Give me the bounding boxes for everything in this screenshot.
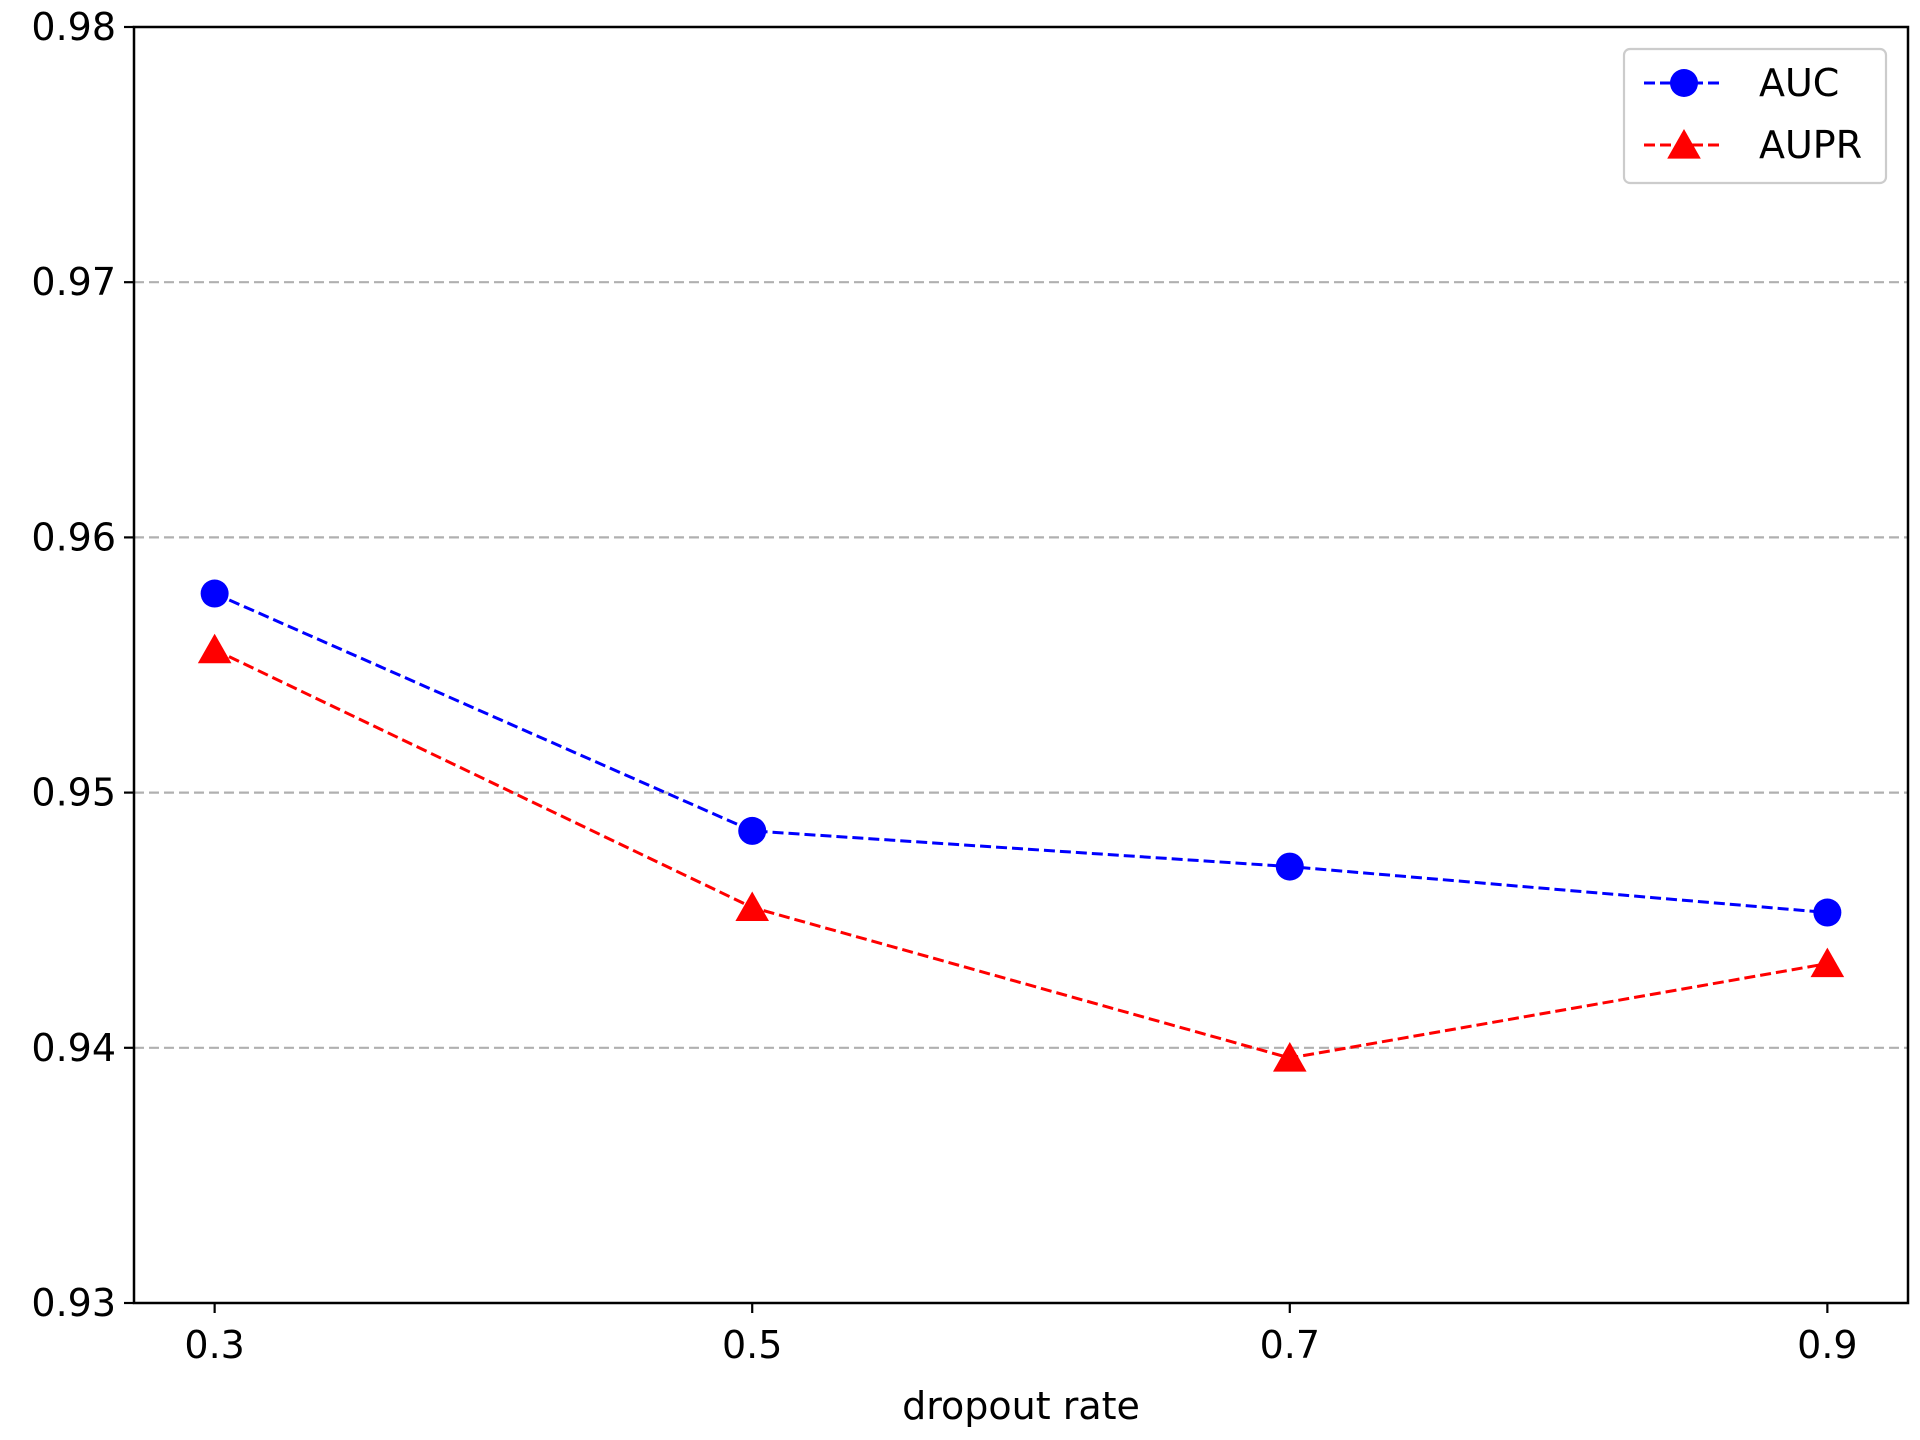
y-tick-label: 0.97 (31, 260, 116, 304)
legend-label-auc: AUC (1759, 61, 1839, 105)
data-point-auc (738, 816, 767, 845)
data-point-aupr (1810, 947, 1845, 978)
series-layer (197, 579, 1845, 1072)
legend-marker-aupr (1667, 129, 1701, 159)
legend: AUC AUPR (1622, 47, 1888, 185)
series-auc (200, 579, 1842, 927)
legend-label-aupr: AUPR (1759, 123, 1862, 167)
axes: 0.93 0.94 0.95 0.96 0.97 0.98 0.3 0.5 0.7 0.9 (31, 5, 1857, 1367)
x-tick-label: 0.7 (1260, 1323, 1320, 1367)
grid-lines (134, 281, 1908, 1049)
legend-marker-auc (1670, 69, 1698, 97)
data-point-aupr (197, 633, 232, 664)
series-line-aupr (213, 648, 1828, 1060)
data-point-auc (1813, 898, 1842, 927)
y-tick-label: 0.98 (31, 5, 116, 49)
x-tick-label: 0.9 (1797, 1323, 1857, 1367)
data-point-auc (200, 579, 229, 608)
x-tick-label: 0.5 (722, 1323, 782, 1367)
y-tick-label: 0.95 (31, 771, 116, 815)
data-point-aupr (735, 891, 770, 922)
data-point-auc (1275, 852, 1304, 881)
series-line-auc (214, 592, 1828, 915)
plot-area-frame (132, 25, 1910, 1305)
x-axis-title: dropout rate (902, 1384, 1140, 1428)
x-tick-label: 0.3 (184, 1323, 244, 1367)
y-tick-label: 0.93 (31, 1281, 116, 1325)
series-aupr (197, 633, 1845, 1072)
y-tick-label: 0.94 (31, 1026, 116, 1070)
data-point-aupr (1272, 1042, 1307, 1072)
y-tick-label: 0.96 (31, 515, 116, 559)
